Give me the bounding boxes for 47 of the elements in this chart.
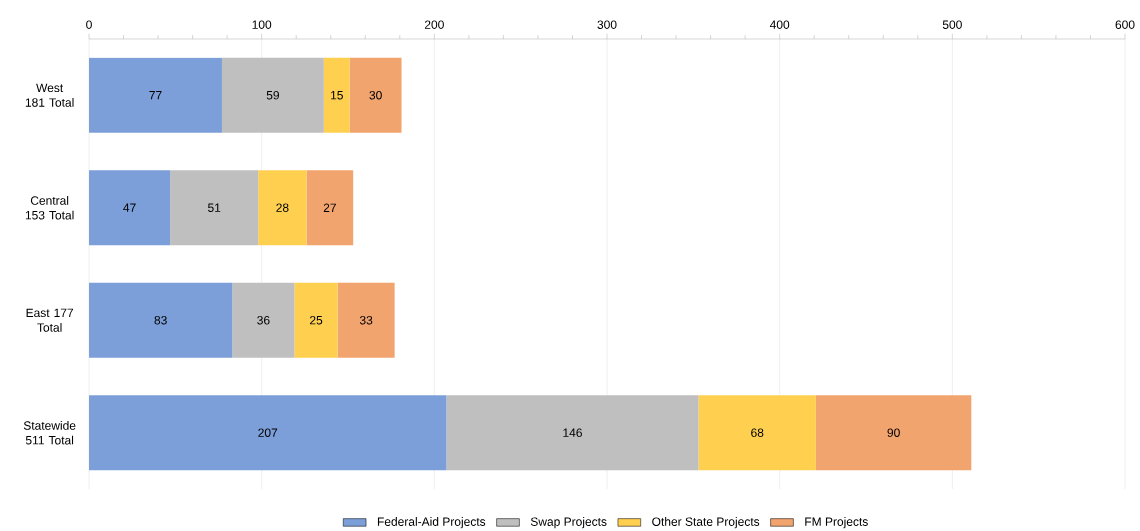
- x-tick-label: 0: [86, 20, 92, 29]
- bar: [89, 395, 447, 471]
- bar: [446, 395, 699, 471]
- bar: [89, 170, 171, 246]
- x-tick-label: 500: [942, 20, 962, 29]
- data-label: 207: [258, 428, 278, 437]
- bar: [349, 57, 402, 133]
- data-label: 51: [208, 203, 221, 212]
- data-label: 47: [123, 203, 136, 212]
- legend-label: Swap Projects: [530, 517, 607, 529]
- bar: [337, 282, 395, 358]
- bar: [170, 170, 259, 246]
- data-label: 83: [154, 315, 167, 325]
- bar: [306, 170, 354, 246]
- bar: [221, 57, 324, 133]
- data-label: 30: [369, 90, 382, 100]
- data-label: 68: [751, 428, 764, 437]
- bar: [294, 282, 338, 358]
- data-label: 146: [563, 428, 582, 437]
- x-tick-label: 400: [769, 20, 790, 29]
- legend-label: Federal-Aid Projects: [377, 517, 486, 529]
- x-tick-label: 100: [252, 20, 272, 29]
- x-tick-label: 600: [1115, 20, 1135, 29]
- data-label: 27: [323, 203, 336, 212]
- data-label: 25: [310, 315, 323, 325]
- bar: [89, 282, 233, 358]
- data-label: 59: [266, 90, 279, 100]
- y-tick-label: West 181 Total: [25, 83, 74, 107]
- x-tick-label: 300: [597, 20, 617, 29]
- bar: [698, 395, 816, 471]
- bar: [815, 395, 972, 471]
- legend-label: Other State Projects: [652, 517, 760, 529]
- y-tick-label: East 177 Total: [26, 308, 74, 332]
- bar: [89, 57, 222, 133]
- bar: [232, 282, 295, 358]
- x-tick-label: 200: [424, 20, 444, 29]
- data-label: 15: [331, 91, 343, 100]
- legend-label: FM Projects: [805, 517, 868, 529]
- y-tick-label: Statewide 511 Total: [23, 421, 76, 445]
- data-label: 90: [887, 428, 900, 437]
- data-label: 33: [359, 315, 373, 325]
- bar: [323, 57, 350, 133]
- data-label: 28: [276, 203, 289, 212]
- y-tick-label: Central 153 Total: [25, 196, 74, 220]
- bar: [258, 170, 307, 246]
- data-label: 36: [257, 315, 270, 325]
- data-label: 77: [149, 91, 162, 100]
